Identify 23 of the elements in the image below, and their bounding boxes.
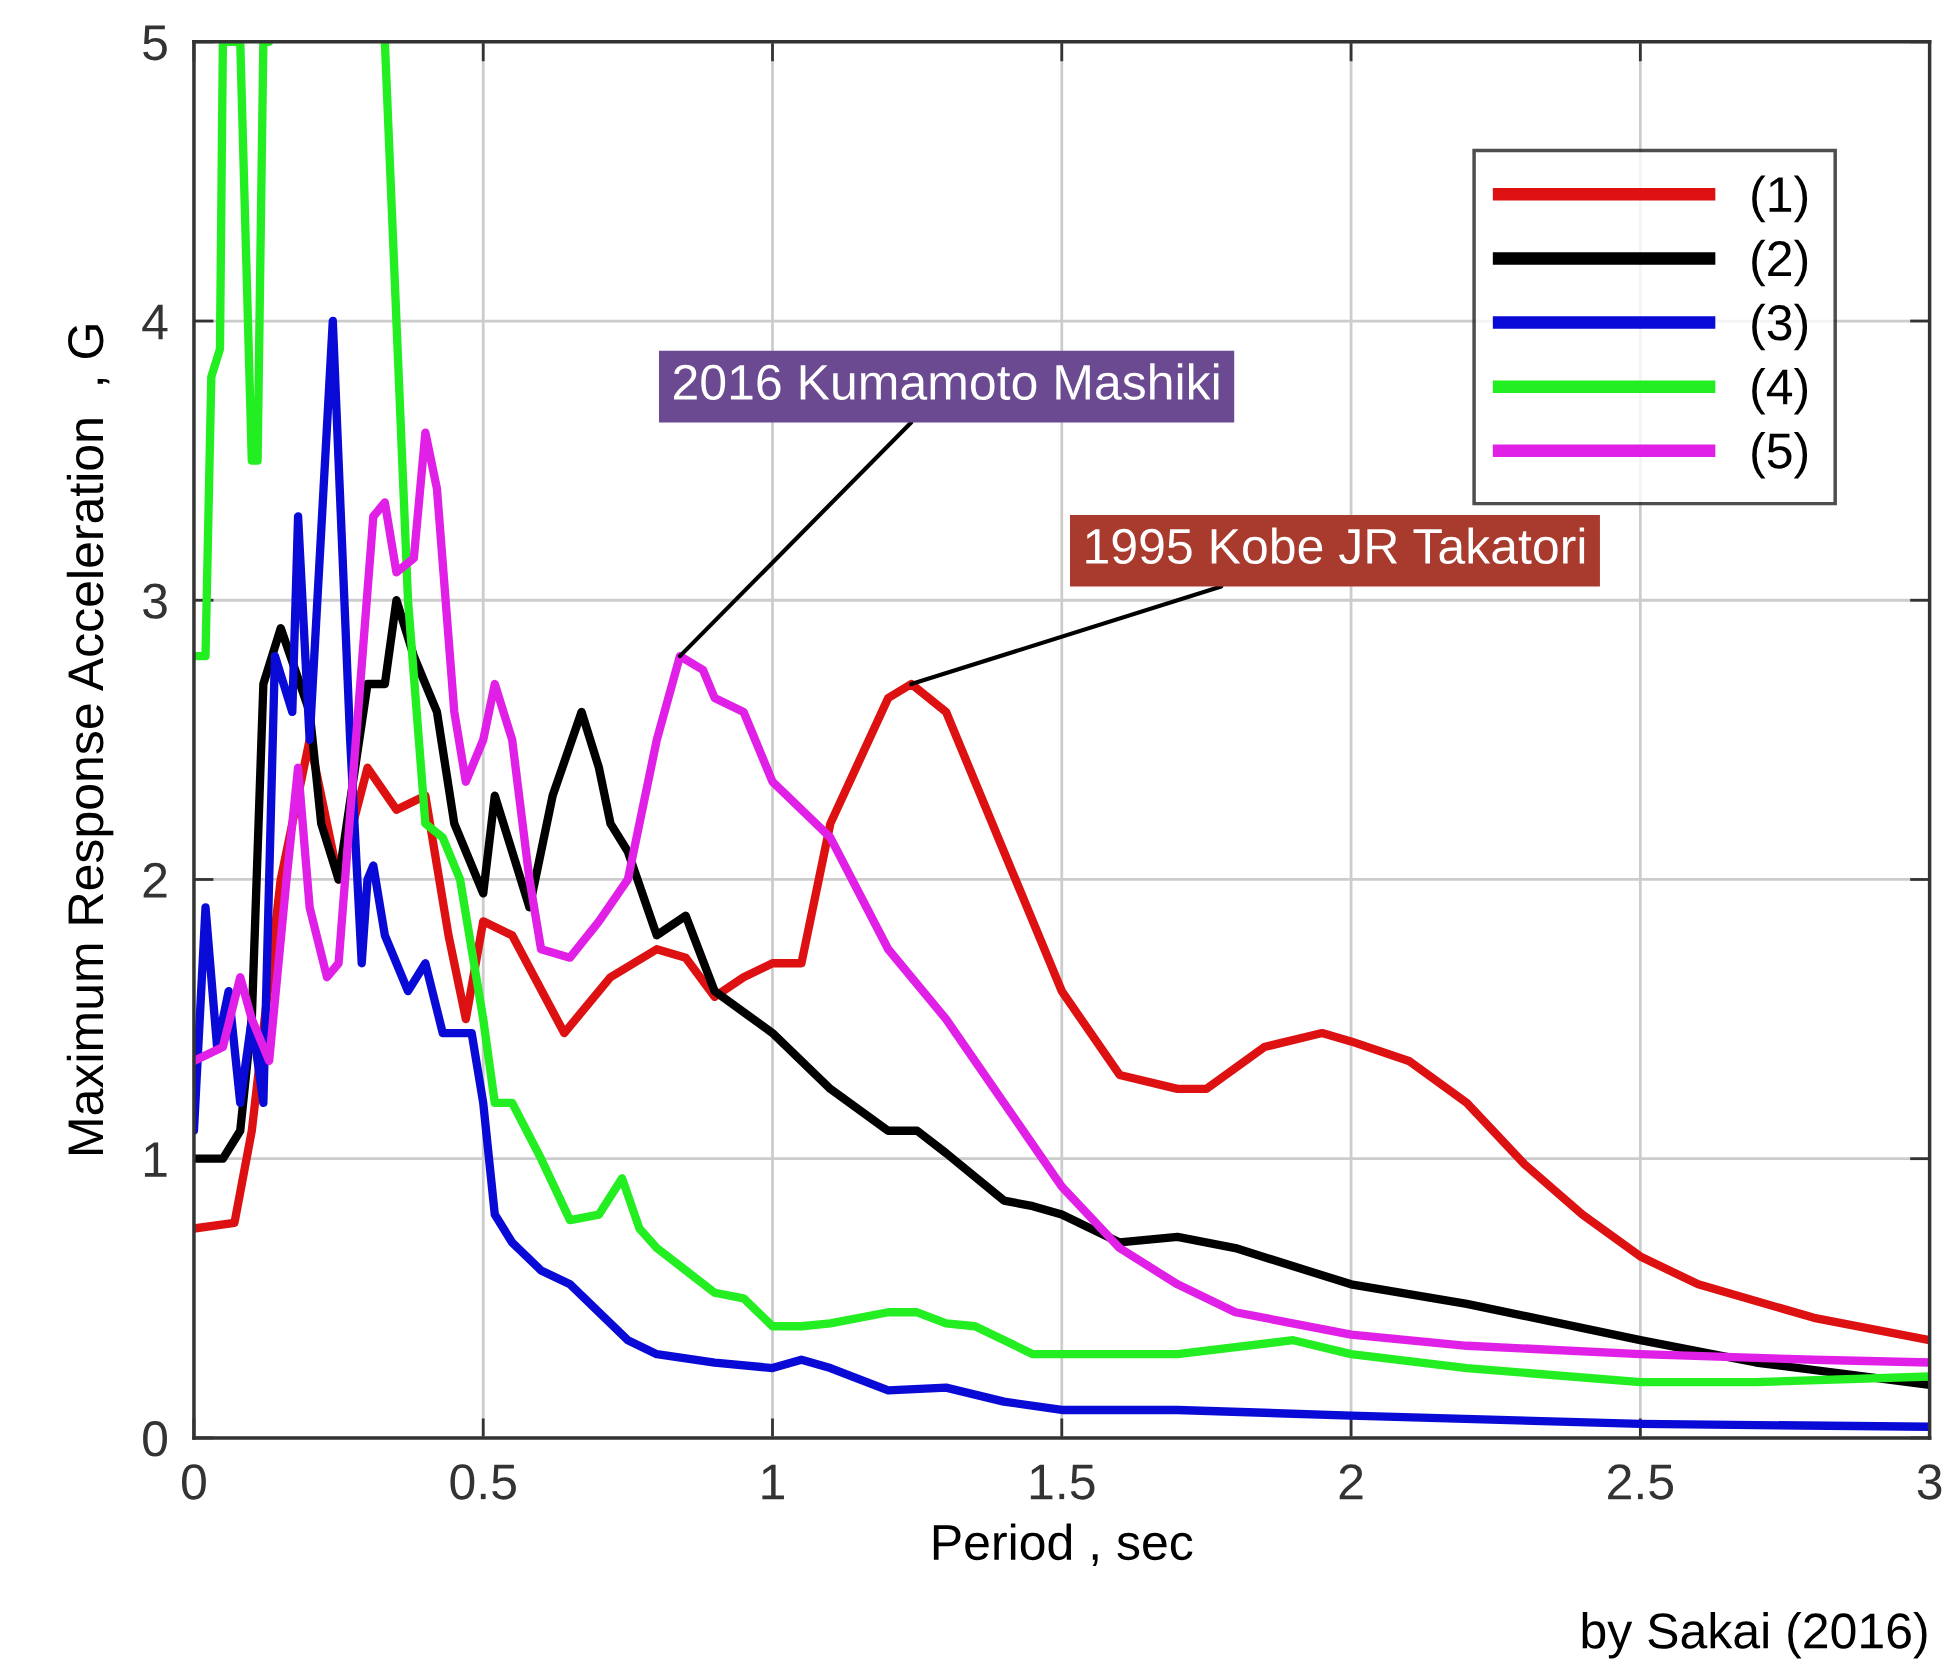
x-tick-label: 0 (181, 1464, 206, 1500)
x-tick-label: 3 (1917, 1464, 1942, 1500)
legend-label: (5) (1752, 432, 1808, 479)
x-tick-label: 2.5 (1608, 1464, 1673, 1500)
y-tick-label: 1 (144, 1142, 167, 1177)
legend-label: (1) (1752, 175, 1808, 223)
y-axis-title: Maximum Response Acceleration , G (66, 325, 114, 1154)
text: by Sakai (2016) (1582, 1612, 1927, 1659)
annotation: 1995 Kobe JR Takatori (1086, 527, 1585, 565)
x-tick-label: 0.5 (450, 1464, 516, 1500)
x-tick-label: 2 (1339, 1464, 1363, 1500)
y-tick-label: 4 (142, 304, 168, 340)
y-tick-label: 5 (143, 25, 167, 61)
legend-label: (2) (1752, 239, 1808, 287)
x-axis-title: Period , sec (933, 1523, 1193, 1567)
y-tick-label: 0 (143, 1421, 167, 1457)
y-tick-label: 2 (143, 862, 167, 898)
x-tick-label: 1.5 (1030, 1464, 1095, 1500)
y-tick-label: 3 (143, 583, 167, 619)
legend-label: (3) (1752, 303, 1808, 351)
legend-label: (4) (1752, 367, 1808, 415)
x-tick-label: 1 (762, 1464, 784, 1500)
annotation: 2016 Kumamoto Mashiki (673, 363, 1219, 401)
